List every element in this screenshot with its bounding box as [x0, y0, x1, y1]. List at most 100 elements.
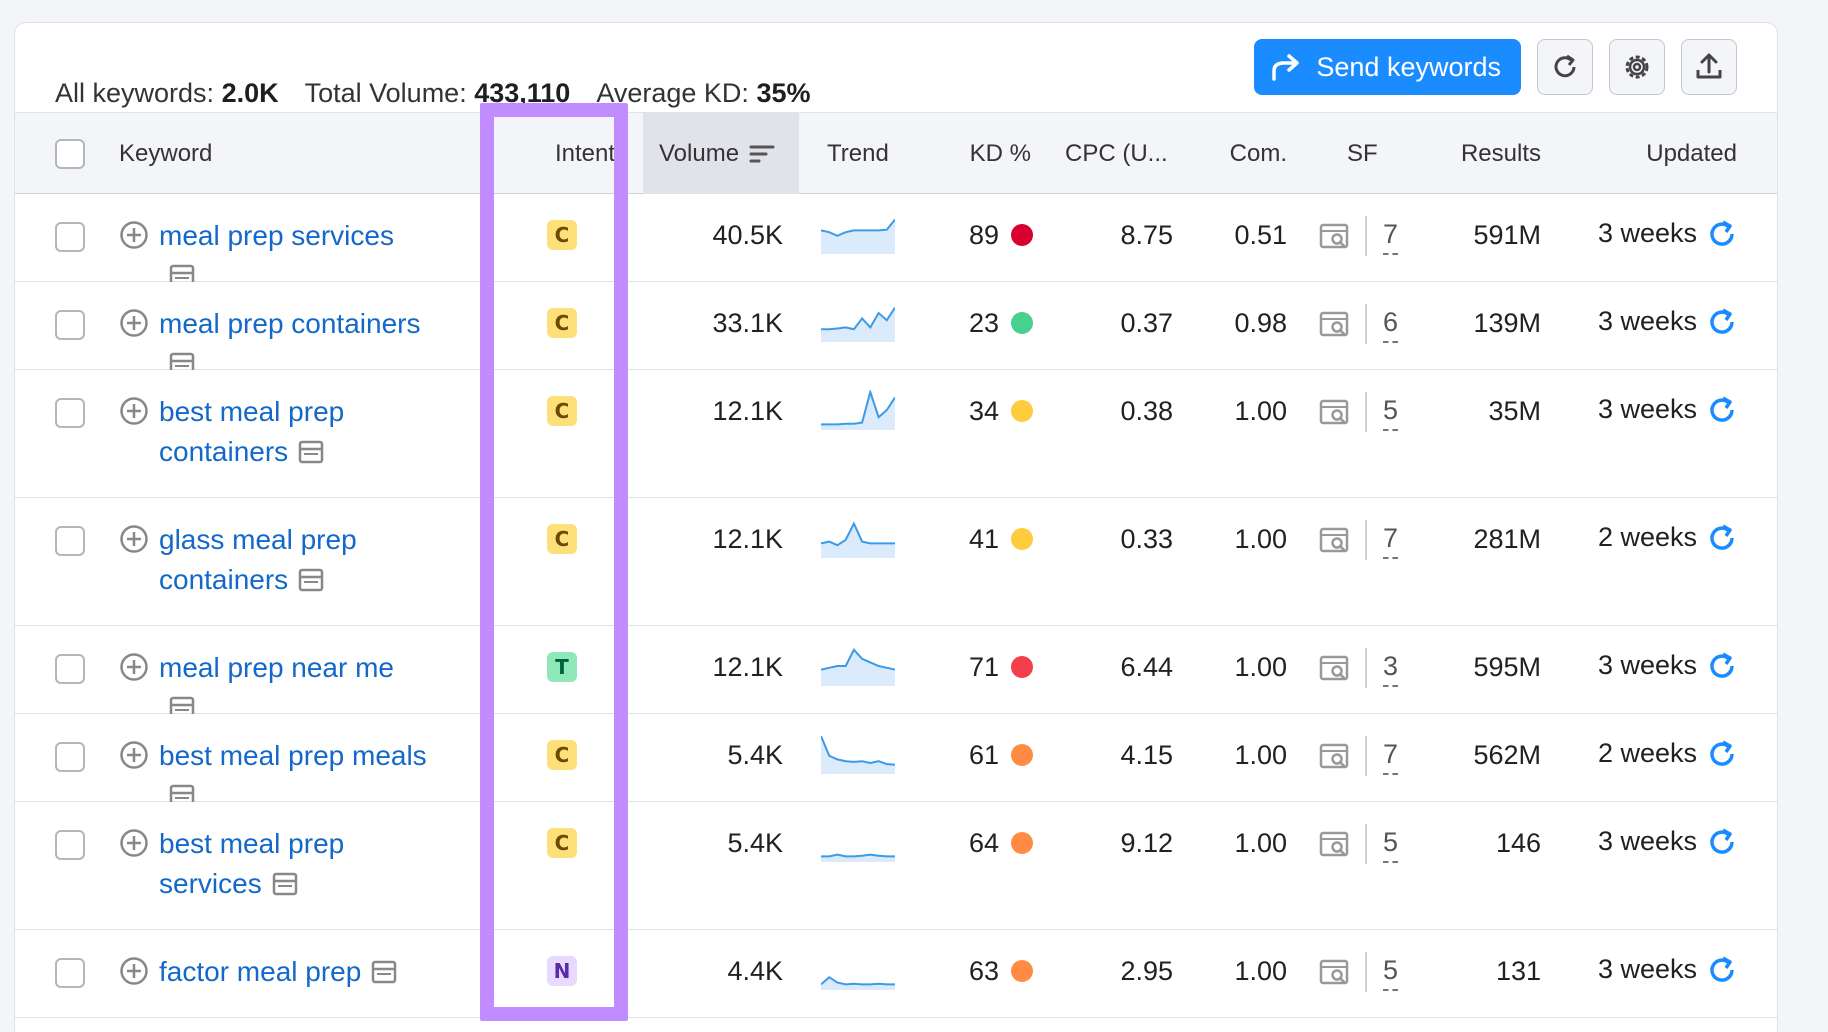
keyword-text: meal prep near me — [159, 652, 395, 683]
column-volume[interactable]: Volume — [643, 113, 799, 195]
keyword-link[interactable]: factor meal prep — [159, 952, 397, 992]
row-checkbox[interactable] — [55, 830, 85, 860]
serp-snapshot-icon[interactable] — [371, 960, 397, 984]
sf-count[interactable]: 7 — [1383, 521, 1399, 559]
update-refresh-icon[interactable] — [1707, 219, 1737, 249]
serp-snapshot-icon[interactable] — [272, 872, 298, 896]
intent-badge[interactable]: C — [547, 220, 577, 250]
intent-cell: C — [547, 394, 577, 428]
updated-text: 3 weeks — [1597, 954, 1697, 984]
add-keyword-icon[interactable] — [119, 308, 149, 338]
keyword-link[interactable]: meal prep containers — [159, 304, 429, 384]
intent-cell: C — [547, 218, 577, 252]
kd-difficulty-dot — [1011, 960, 1033, 982]
serp-search-icon[interactable] — [1319, 958, 1351, 986]
kd-cell: 61 — [915, 738, 1033, 772]
column-competition[interactable]: Com. — [1229, 140, 1287, 167]
sf-count[interactable]: 3 — [1383, 649, 1399, 687]
add-keyword-icon[interactable] — [119, 220, 149, 250]
row-checkbox[interactable] — [55, 654, 85, 684]
update-refresh-icon[interactable] — [1707, 955, 1737, 985]
serp-snapshot-icon[interactable] — [298, 568, 324, 592]
row-checkbox[interactable] — [55, 222, 85, 252]
update-refresh-icon[interactable] — [1707, 827, 1737, 857]
serp-search-icon[interactable] — [1319, 310, 1351, 338]
intent-badge[interactable]: N — [547, 956, 577, 986]
row-checkbox[interactable] — [55, 526, 85, 556]
serp-features-cell: 7 — [1319, 520, 1399, 560]
sf-count[interactable]: 7 — [1383, 217, 1399, 255]
kd-difficulty-dot — [1011, 224, 1033, 246]
column-trend[interactable]: Trend — [827, 140, 889, 167]
settings-button[interactable] — [1609, 39, 1665, 95]
sf-count[interactable]: 7 — [1383, 737, 1399, 775]
column-results[interactable]: Results — [1460, 140, 1541, 167]
intent-badge[interactable]: C — [547, 828, 577, 858]
serp-snapshot-icon[interactable] — [298, 440, 324, 464]
total-volume-stat: Total Volume: 433,110 — [304, 77, 571, 108]
keyword-link[interactable]: meal prep services — [159, 216, 429, 296]
kd-difficulty-dot — [1011, 832, 1033, 854]
keyword-link[interactable]: best meal prep services — [159, 824, 429, 904]
update-refresh-icon[interactable] — [1707, 739, 1737, 769]
serp-search-icon[interactable] — [1319, 830, 1351, 858]
column-keyword[interactable]: Keyword — [119, 140, 213, 167]
serp-snapshot-icon[interactable] — [169, 784, 195, 808]
update-refresh-icon[interactable] — [1707, 395, 1737, 425]
column-kd[interactable]: KD % — [969, 140, 1031, 167]
sort-desc-icon — [749, 145, 775, 163]
export-button[interactable] — [1681, 39, 1737, 95]
keyword-link[interactable]: best meal prep containers — [159, 392, 429, 472]
keyword-text: best meal prep containers — [159, 396, 345, 467]
column-serp-features[interactable]: SF — [1347, 140, 1378, 167]
intent-badge[interactable]: C — [547, 308, 577, 338]
select-all-checkbox[interactable] — [55, 139, 85, 169]
sf-count[interactable]: 6 — [1383, 305, 1399, 343]
update-refresh-icon[interactable] — [1707, 651, 1737, 681]
row-checkbox[interactable] — [55, 398, 85, 428]
serp-search-icon[interactable] — [1319, 398, 1351, 426]
add-keyword-icon[interactable] — [119, 396, 149, 426]
serp-features-cell: 7 — [1319, 736, 1399, 776]
trend-line — [821, 521, 895, 547]
kd-value: 89 — [968, 219, 999, 250]
intent-cell: N — [547, 954, 577, 988]
add-keyword-icon[interactable] — [119, 652, 149, 682]
serp-search-icon[interactable] — [1319, 526, 1351, 554]
serp-search-icon[interactable] — [1319, 742, 1351, 770]
add-keyword-icon[interactable] — [119, 524, 149, 554]
serp-search-icon[interactable] — [1319, 222, 1351, 250]
row-checkbox[interactable] — [55, 742, 85, 772]
sf-count[interactable]: 5 — [1383, 953, 1399, 991]
refresh-button[interactable] — [1537, 39, 1593, 95]
row-checkbox[interactable] — [55, 310, 85, 340]
kd-value: 61 — [968, 739, 999, 770]
sf-count[interactable]: 5 — [1383, 393, 1399, 431]
cpc-cell: 0.33 — [1120, 523, 1173, 554]
keyword-link[interactable]: best meal prep meals — [159, 736, 429, 816]
add-keyword-icon[interactable] — [119, 828, 149, 858]
kd-value: 41 — [968, 523, 999, 554]
serp-features-cell: 5 — [1319, 952, 1399, 992]
competition-cell: 1.00 — [1234, 395, 1287, 426]
results-cell: 595M — [1473, 651, 1541, 682]
updated-cell: 3 weeks — [1598, 826, 1737, 857]
add-keyword-icon[interactable] — [119, 956, 149, 986]
intent-badge[interactable]: C — [547, 740, 577, 770]
keyword-link[interactable]: glass meal prep containers — [159, 520, 429, 600]
volume-cell: 33.1K — [712, 307, 783, 338]
add-keyword-icon[interactable] — [119, 740, 149, 770]
keyword-text: meal prep containers — [159, 308, 421, 339]
update-refresh-icon[interactable] — [1707, 307, 1737, 337]
intent-badge[interactable]: C — [547, 396, 577, 426]
serp-search-icon[interactable] — [1319, 654, 1351, 682]
intent-badge[interactable]: T — [547, 652, 577, 682]
column-intent[interactable]: Intent — [554, 140, 615, 167]
update-refresh-icon[interactable] — [1707, 523, 1737, 553]
send-keywords-button[interactable]: Send keywords — [1254, 39, 1521, 95]
column-cpc[interactable]: CPC (U... — [1065, 140, 1168, 167]
intent-badge[interactable]: C — [547, 524, 577, 554]
row-checkbox[interactable] — [55, 958, 85, 988]
sf-count[interactable]: 5 — [1383, 825, 1399, 863]
column-updated[interactable]: Updated — [1646, 140, 1737, 167]
